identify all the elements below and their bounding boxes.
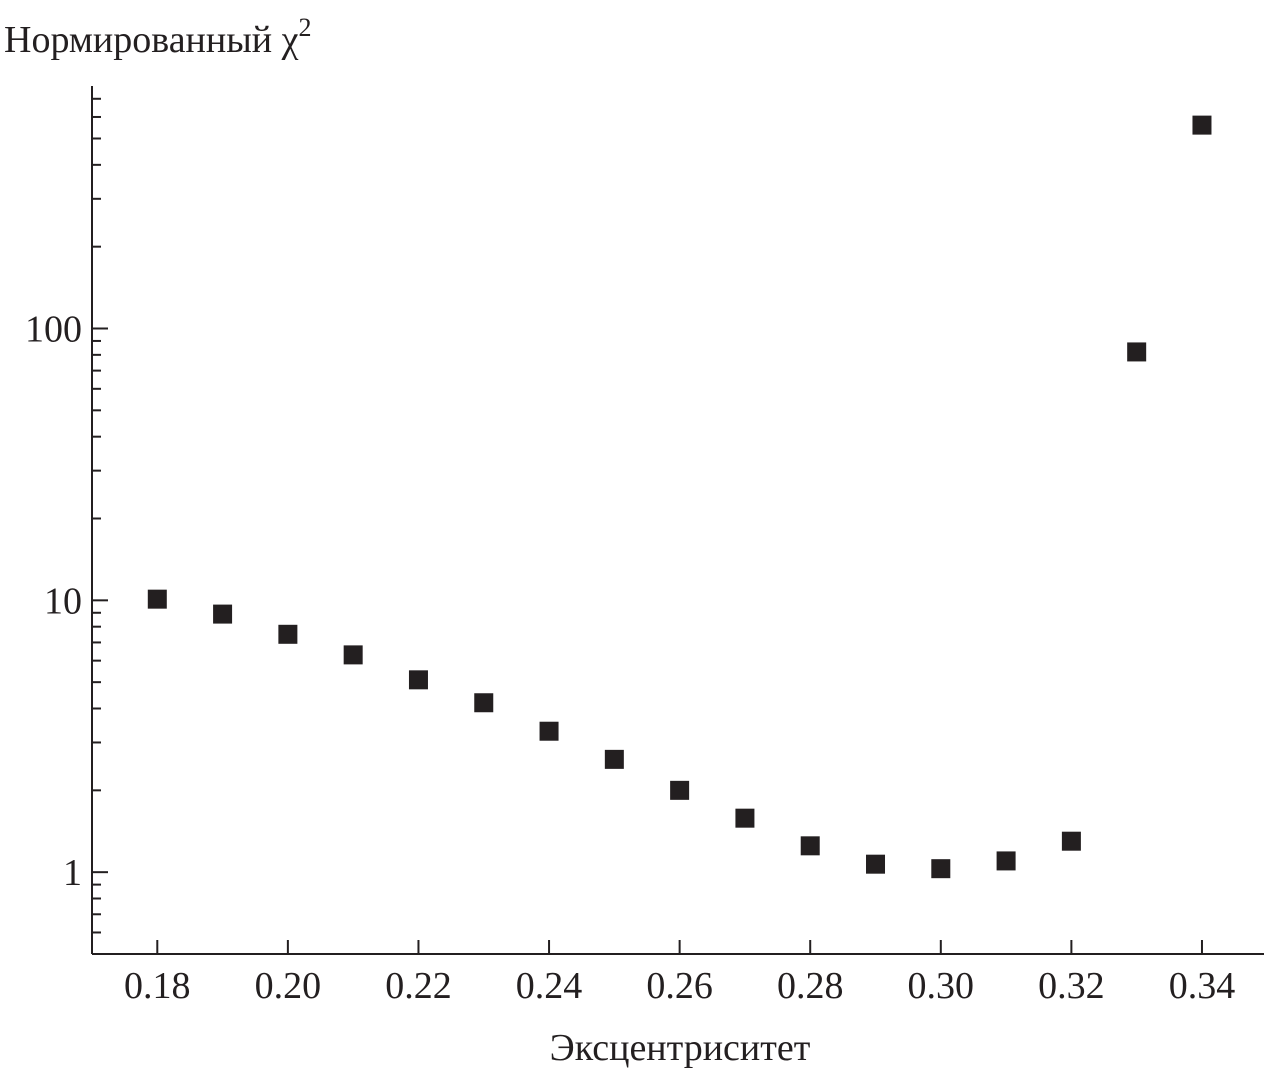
- x-axis-ticks: 0.18 0.20 0.22 0.24 0.26 0.28 0.30 0.32 0.34: [124, 940, 1235, 1007]
- data-point-square: [147, 589, 167, 609]
- data-point-square: [343, 645, 363, 665]
- data-point-square: [213, 604, 233, 624]
- data-point-square: [670, 780, 690, 800]
- x-tick-label: 0.26: [646, 965, 713, 1007]
- y-axis-label-superscript: 2: [298, 13, 311, 42]
- x-tick-label: 0.18: [124, 965, 191, 1007]
- y-tick-label: 1: [63, 852, 82, 894]
- data-points: [147, 115, 1212, 879]
- x-tick-label: 0.32: [1038, 965, 1105, 1007]
- data-point-square: [1127, 342, 1147, 362]
- data-point-square: [539, 721, 559, 741]
- x-tick-label: 0.28: [777, 965, 844, 1007]
- y-axis-ticks: 1 10 100: [25, 97, 108, 955]
- x-tick-label: 0.30: [908, 965, 975, 1007]
- y-axis-label-main: Нормированный χ: [4, 19, 299, 61]
- x-axis-label: Эксцентриситет: [550, 1027, 811, 1069]
- data-point-square: [604, 749, 624, 769]
- y-tick-label: 10: [44, 580, 82, 622]
- x-tick-label: 0.22: [385, 965, 452, 1007]
- data-point-square: [866, 854, 886, 874]
- x-tick-label: 0.24: [516, 965, 583, 1007]
- data-point-square: [800, 836, 820, 856]
- data-point-square: [408, 670, 428, 690]
- x-tick-label: 0.34: [1169, 965, 1236, 1007]
- y-tick-label: 100: [25, 309, 82, 351]
- data-point-square: [278, 624, 298, 644]
- x-tick-label: 0.20: [255, 965, 322, 1007]
- data-point-square: [1061, 831, 1081, 851]
- data-point-square: [735, 808, 755, 828]
- data-point-square: [996, 851, 1016, 871]
- y-axis-label: Нормированный χ2: [4, 13, 311, 61]
- data-point-square: [1192, 115, 1212, 135]
- data-point-square: [931, 859, 951, 879]
- data-point-square: [474, 693, 494, 713]
